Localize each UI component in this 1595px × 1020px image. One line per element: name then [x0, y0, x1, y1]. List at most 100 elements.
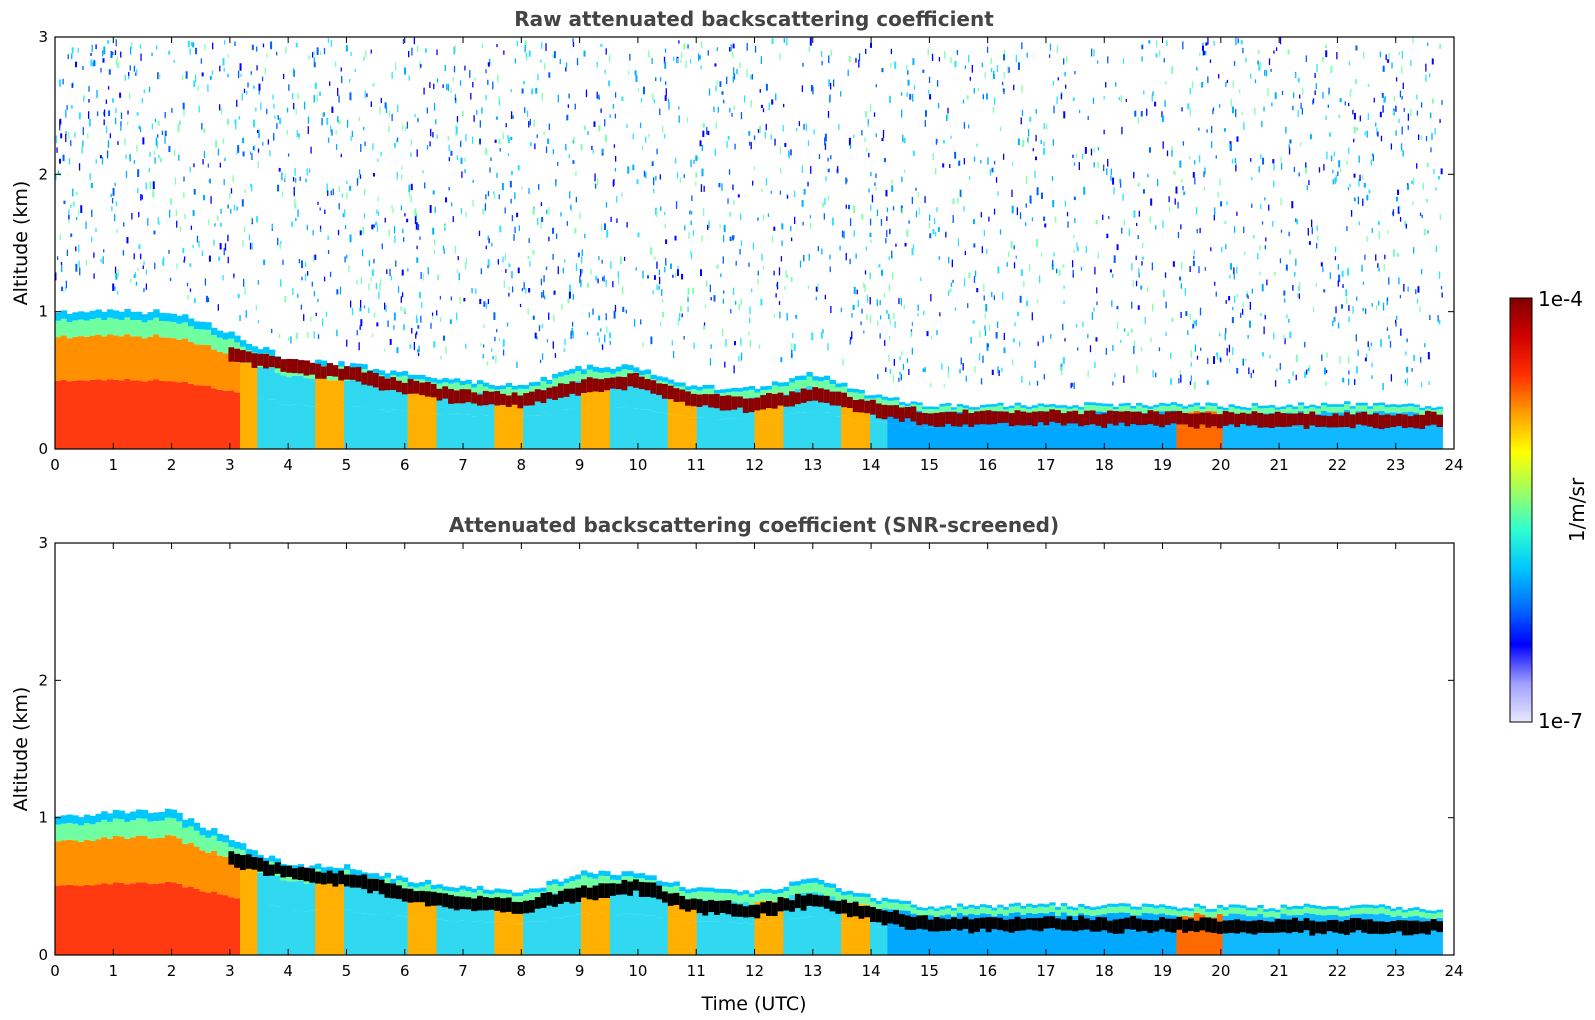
noise-point	[1417, 134, 1420, 141]
dense-layer-cell	[309, 362, 316, 375]
backscatter-cell	[101, 837, 108, 884]
noise-point	[1361, 264, 1363, 272]
noise-point	[1116, 305, 1119, 310]
noise-point	[1141, 56, 1143, 62]
noise-point	[876, 209, 879, 216]
dense-layer-cell	[540, 892, 547, 909]
noise-point	[443, 248, 445, 254]
backscatter-cell	[690, 892, 698, 901]
dense-layer-cell	[638, 376, 646, 390]
backscatter-cell	[118, 882, 125, 955]
dense-layer-cell	[985, 917, 993, 933]
noise-point	[457, 255, 459, 261]
backscatter-cell	[251, 364, 258, 398]
noise-point	[56, 256, 59, 260]
dense-layer-cell	[950, 411, 958, 427]
backscatter-cell	[557, 918, 565, 955]
noise-point	[59, 234, 61, 240]
dense-layer-cell	[1112, 411, 1120, 426]
noise-point	[703, 185, 705, 192]
backscatter-cell	[870, 901, 877, 909]
noise-point	[100, 258, 102, 263]
backscatter-cell	[563, 370, 571, 376]
backscatter-cell	[1257, 408, 1264, 414]
backscatter-cell	[968, 428, 975, 449]
noise-point	[456, 155, 459, 161]
noise-point	[1285, 314, 1288, 319]
backscatter-cell	[1355, 405, 1363, 412]
noise-point	[1352, 306, 1354, 314]
noise-point	[696, 156, 699, 160]
noise-point	[1072, 154, 1074, 158]
noise-point	[596, 91, 598, 99]
noise-point	[642, 270, 644, 279]
backscatter-cell	[1234, 408, 1241, 414]
backscatter-cell	[107, 309, 114, 318]
noise-point	[709, 358, 712, 366]
backscatter-cell	[1251, 931, 1258, 955]
noise-point	[1279, 37, 1282, 45]
backscatter-cell	[257, 349, 264, 356]
noise-point	[1268, 204, 1270, 211]
backscatter-cell	[1008, 408, 1016, 414]
backscatter-cell	[881, 897, 889, 902]
noise-point	[214, 223, 216, 227]
backscatter-cell	[1130, 930, 1137, 955]
dense-layer-cell	[1083, 918, 1091, 930]
noise-point	[1335, 306, 1337, 314]
backscatter-cell	[841, 415, 848, 449]
noise-point	[885, 189, 888, 197]
noise-point	[1258, 166, 1260, 173]
backscatter-cell	[124, 378, 131, 449]
noise-point	[651, 58, 653, 65]
noise-point	[932, 152, 934, 161]
noise-point	[1315, 243, 1318, 249]
noise-point	[676, 269, 679, 276]
noise-point	[1181, 178, 1183, 183]
noise-point	[360, 319, 363, 327]
noise-point	[253, 85, 256, 89]
noise-point	[442, 84, 444, 88]
noise-point	[954, 307, 957, 311]
backscatter-cell	[1049, 426, 1056, 449]
noise-point	[1339, 98, 1342, 103]
dense-layer-cell	[656, 383, 663, 396]
noise-point	[1122, 193, 1124, 201]
backscatter-cell	[1020, 908, 1027, 915]
noise-point	[1273, 50, 1275, 54]
noise-point	[583, 50, 586, 57]
dense-layer-cell	[1326, 920, 1334, 932]
noise-point	[1158, 347, 1161, 352]
noise-point	[138, 244, 141, 249]
noise-point	[1057, 77, 1059, 81]
dense-layer-cell	[500, 393, 507, 405]
noise-point	[242, 240, 244, 247]
noise-point	[775, 293, 777, 298]
backscatter-cell	[893, 899, 900, 903]
noise-point	[1133, 346, 1135, 354]
dense-layer-cell	[552, 386, 559, 400]
noise-point	[507, 137, 510, 144]
dense-layer-cell	[326, 363, 334, 377]
noise-point	[528, 187, 530, 195]
dense-layer-cell	[864, 400, 871, 414]
noise-point	[528, 238, 530, 244]
noise-point	[137, 267, 139, 272]
backscatter-cell	[292, 865, 299, 871]
backscatter-cell	[1257, 405, 1264, 409]
noise-point	[700, 65, 702, 70]
backscatter-cell	[286, 405, 293, 449]
backscatter-cell	[794, 918, 802, 955]
x-tick-label: 22	[1328, 456, 1347, 474]
noise-point	[337, 87, 339, 96]
noise-point	[1353, 126, 1356, 134]
backscatter-cell	[1176, 911, 1183, 917]
noise-point	[455, 100, 457, 104]
noise-point	[117, 290, 119, 295]
backscatter-cell	[378, 876, 386, 881]
backscatter-cell	[1222, 907, 1230, 911]
noise-point	[943, 384, 945, 388]
noise-point	[880, 218, 883, 226]
noise-point	[1120, 95, 1122, 103]
dense-layer-cell	[494, 391, 501, 406]
